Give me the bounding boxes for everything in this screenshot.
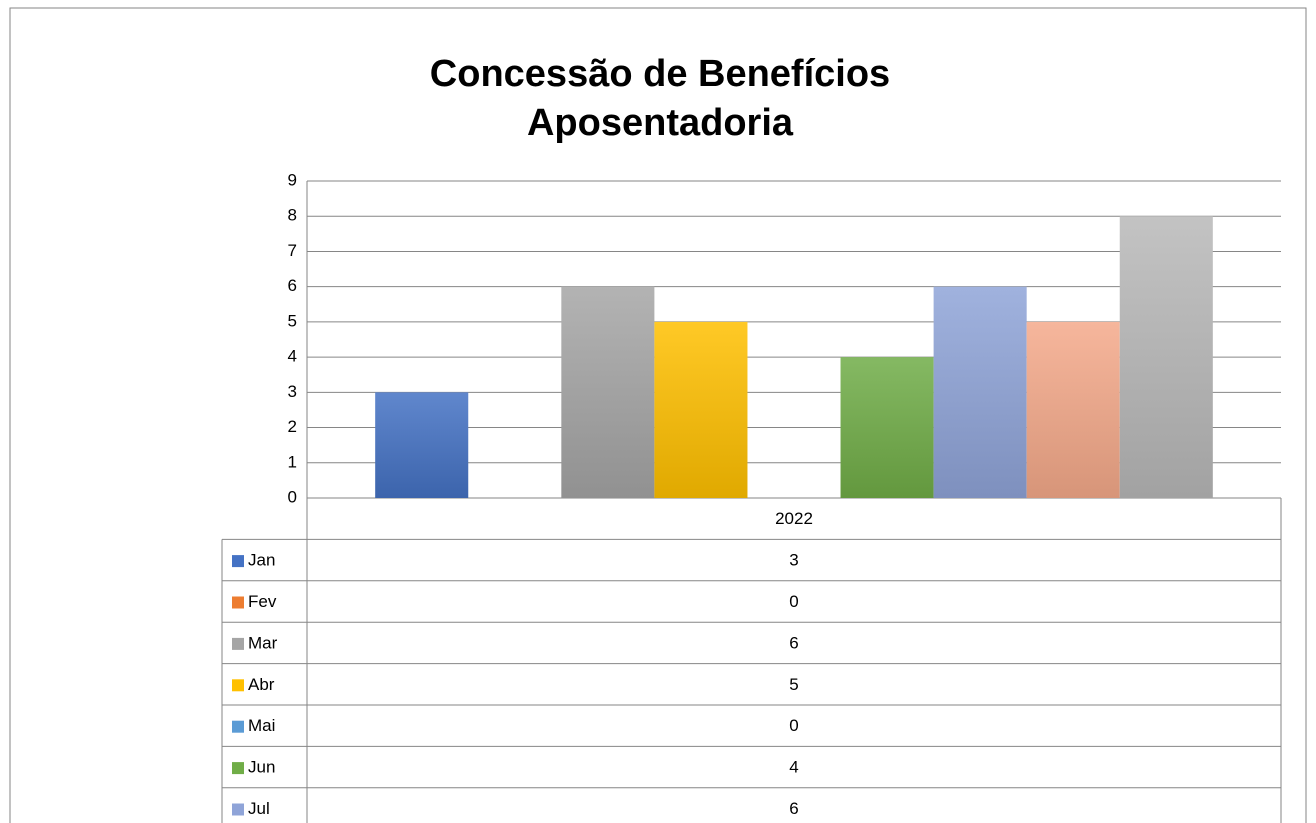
- table-value: 3: [789, 551, 798, 570]
- chart-title: Aposentadoria: [527, 102, 794, 144]
- table-value: 0: [789, 716, 798, 735]
- y-tick-label: 8: [288, 206, 297, 225]
- legend-label: Mai: [248, 716, 275, 735]
- bar: [561, 286, 655, 498]
- legend-label: Jul: [248, 799, 270, 818]
- y-tick-label: 1: [288, 452, 297, 471]
- y-tick-label: 3: [288, 382, 297, 401]
- legend-label: Mar: [248, 633, 278, 652]
- bar: [1026, 321, 1120, 498]
- y-tick-label: 5: [288, 311, 297, 330]
- bar: [840, 357, 934, 498]
- legend-swatch: [232, 555, 244, 568]
- x-tick-label: 2022: [775, 509, 813, 528]
- legend-swatch: [232, 762, 244, 775]
- y-tick-label: 4: [288, 347, 297, 366]
- legend-swatch: [232, 596, 244, 609]
- legend-swatch: [232, 679, 244, 692]
- bar: [1119, 216, 1213, 498]
- legend-label: Fev: [248, 592, 277, 611]
- y-tick-label: 7: [288, 241, 297, 260]
- chart-title: Concessão de Benefícios: [430, 53, 890, 95]
- table-value: 0: [789, 592, 798, 611]
- y-tick-label: 9: [288, 170, 297, 189]
- bar: [375, 392, 469, 498]
- legend-swatch: [232, 803, 244, 816]
- y-tick-label: 6: [288, 276, 297, 295]
- legend-label: Abr: [248, 675, 275, 694]
- legend-swatch: [232, 720, 244, 733]
- table-value: 6: [789, 633, 798, 652]
- y-tick-label: 2: [288, 417, 297, 436]
- legend-label: Jun: [248, 758, 275, 777]
- table-value: 5: [789, 675, 798, 694]
- bar: [933, 286, 1027, 498]
- table-value: 4: [789, 758, 798, 777]
- bar: [654, 321, 748, 498]
- y-tick-label: 0: [288, 487, 297, 506]
- legend-label: Jan: [248, 551, 275, 570]
- table-value: 6: [789, 799, 798, 818]
- legend-swatch: [232, 637, 244, 650]
